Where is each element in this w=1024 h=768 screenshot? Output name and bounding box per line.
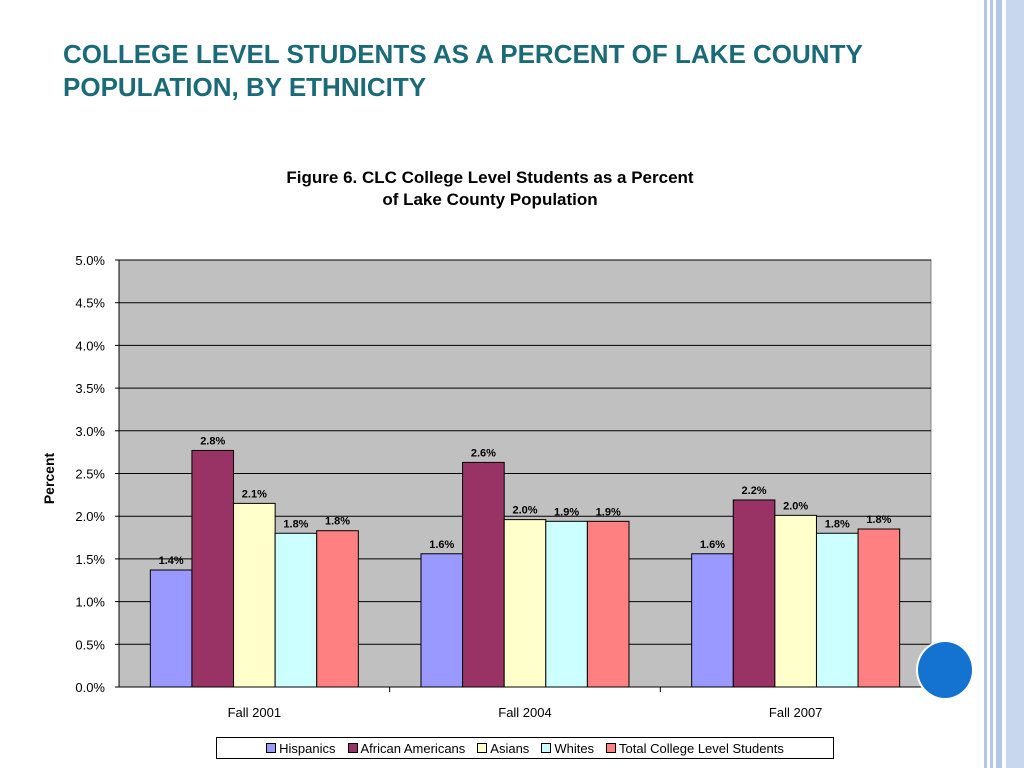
legend-item: Hispanics xyxy=(266,740,336,756)
bar xyxy=(462,461,505,688)
bar xyxy=(149,569,193,688)
y-tick-label: 4.0% xyxy=(75,338,105,353)
legend-label: Asians xyxy=(490,740,530,756)
bar xyxy=(732,499,776,688)
data-label: 1.8% xyxy=(325,516,350,528)
data-label: 2.6% xyxy=(471,447,496,459)
data-label: 1.8% xyxy=(825,518,850,530)
y-tick-label: 2.5% xyxy=(75,467,105,482)
bar xyxy=(815,532,859,688)
bar xyxy=(274,532,318,688)
bar xyxy=(586,520,630,688)
legend-swatch xyxy=(541,743,552,753)
legend-item: Asians xyxy=(477,741,529,756)
data-label: 1.6% xyxy=(429,539,454,551)
decorative-right-border xyxy=(980,0,1024,768)
chart-title: Figure 6. CLC College Level Students as … xyxy=(200,167,780,211)
decorative-accent-circle xyxy=(916,640,974,700)
chart-title-line-2: of Lake County Population xyxy=(382,190,598,209)
legend-swatch xyxy=(347,743,358,753)
legend-swatch xyxy=(477,743,488,753)
data-label: 1.9% xyxy=(554,506,579,518)
data-label: 2.0% xyxy=(783,500,808,512)
y-tick-label: 0.5% xyxy=(75,637,105,652)
bar xyxy=(503,519,547,688)
data-label: 2.8% xyxy=(200,435,225,447)
y-tick-label: 0.0% xyxy=(75,680,105,695)
y-tick-label: 3.5% xyxy=(75,381,105,396)
bar xyxy=(316,530,359,688)
x-category-label: Fall 2001 xyxy=(228,705,281,720)
chart-legend: Hispanics African Americans Asians Whites To… xyxy=(216,737,834,759)
data-label: 2.2% xyxy=(742,485,767,497)
bar xyxy=(857,528,901,688)
bar xyxy=(691,553,734,688)
data-label: 1.9% xyxy=(596,506,621,518)
legend-label: African Americans xyxy=(360,740,466,756)
data-label: 1.6% xyxy=(700,539,725,551)
slide-title: COLLEGE LEVEL STUDENTS AS A PERCENT OF L… xyxy=(63,39,863,102)
x-category-label: Fall 2004 xyxy=(498,705,551,720)
data-label: 2.1% xyxy=(242,488,267,500)
bar xyxy=(233,502,276,688)
legend-swatch xyxy=(266,743,277,753)
y-tick-label: 4.5% xyxy=(75,296,105,311)
legend-label: Hispanics xyxy=(279,740,336,756)
data-label: 1.8% xyxy=(866,514,891,526)
legend-item: African Americans xyxy=(347,740,466,756)
y-tick-label: 1.5% xyxy=(75,552,105,567)
chart-title-line-1: Figure 6. CLC College Level Students as … xyxy=(286,168,694,187)
bar xyxy=(545,520,588,688)
x-category-label: Fall 2007 xyxy=(769,705,822,720)
legend-item: Whites xyxy=(541,741,594,756)
y-axis-label: Percent xyxy=(41,452,57,504)
data-label: 2.0% xyxy=(512,505,537,517)
bar xyxy=(191,449,235,688)
bar xyxy=(420,553,464,688)
y-tick-label: 2.0% xyxy=(75,509,105,524)
y-tick-label: 5.0% xyxy=(75,253,105,268)
data-label: 1.4% xyxy=(159,555,184,567)
bar xyxy=(774,514,817,688)
y-tick-label: 3.0% xyxy=(75,424,105,439)
legend-label: Whites xyxy=(554,740,595,756)
y-tick-label: 1.0% xyxy=(75,595,105,610)
legend-item: Total College Level Students xyxy=(606,741,784,756)
legend-swatch xyxy=(606,743,617,753)
data-label: 1.8% xyxy=(283,518,308,530)
legend-label: Total College Level Students xyxy=(619,740,784,756)
